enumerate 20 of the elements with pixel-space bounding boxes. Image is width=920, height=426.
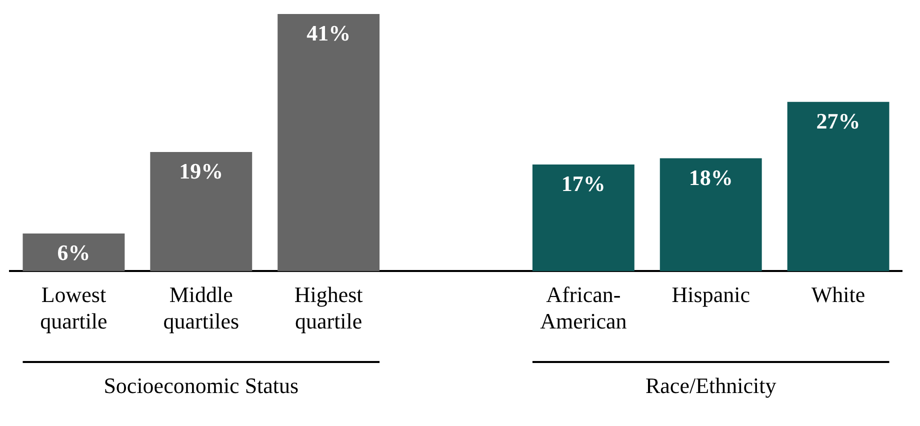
data-label: 17% (561, 171, 606, 196)
data-label: 18% (688, 164, 733, 190)
data-label: 6% (57, 240, 90, 266)
bar (787, 102, 890, 272)
data-label: 19% (179, 158, 224, 184)
bar (660, 158, 762, 272)
data-label: 27% (816, 108, 860, 134)
x-tick-label: White (811, 282, 866, 308)
bar (278, 14, 380, 272)
text: Socioeconomic Status (104, 372, 299, 398)
x-tick-label: Hispanic (672, 282, 750, 308)
x-tick-label: Lowest quartile (40, 282, 108, 334)
data-label: 41% (306, 20, 351, 46)
bar (150, 152, 252, 272)
x-tick-label: African-American (540, 282, 627, 334)
text: Race/Ethnicity (645, 372, 776, 398)
bar (532, 164, 634, 272)
x-tick-label: Highest quartile (294, 282, 363, 334)
bar (22, 234, 125, 272)
x-tick-label: Middle quartiles (163, 282, 240, 334)
